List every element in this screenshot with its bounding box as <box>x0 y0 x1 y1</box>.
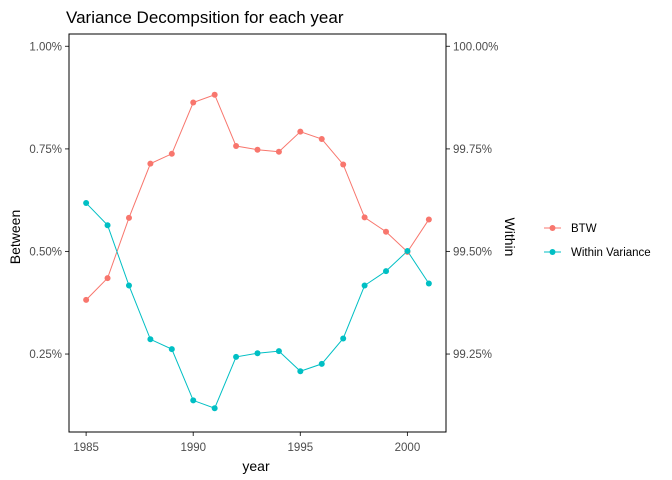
data-point <box>104 222 111 229</box>
data-point <box>275 148 282 155</box>
data-point <box>83 296 90 303</box>
right-y-tick-label: 99.75% <box>453 144 492 156</box>
data-point <box>168 346 175 353</box>
data-point <box>404 248 411 255</box>
data-point <box>254 146 261 153</box>
right-y-tick-label: 100.00% <box>453 41 498 53</box>
plot-panel-border <box>68 33 447 433</box>
x-tick-label: 2000 <box>395 442 421 454</box>
data-point <box>233 143 240 150</box>
right-y-axis-title: Within <box>502 218 518 257</box>
series-points <box>83 91 432 412</box>
legend-key-point <box>549 249 556 255</box>
data-point <box>125 282 132 289</box>
chart-title: Variance Decompsition for each year <box>66 8 344 27</box>
data-point <box>275 348 282 355</box>
x-tick-label: 1995 <box>288 442 314 454</box>
data-point <box>168 150 175 157</box>
data-point <box>318 360 325 367</box>
data-point <box>361 214 368 221</box>
data-point <box>147 160 154 167</box>
left-y-axis: 0.25% 0.50% 0.75% 1.00% <box>29 41 69 361</box>
left-y-tick-label: 1.00% <box>29 41 62 53</box>
series-line-1 <box>85 202 430 409</box>
data-point <box>190 397 197 404</box>
data-point <box>383 268 390 275</box>
data-point <box>340 161 347 168</box>
data-point <box>211 405 218 412</box>
legend: BTW Within Variance <box>544 223 651 259</box>
legend-label: Within Variance <box>571 247 651 259</box>
data-point <box>147 336 154 343</box>
x-tick-label: 1990 <box>180 442 206 454</box>
data-point <box>425 280 432 287</box>
legend-label: BTW <box>571 223 597 235</box>
data-point <box>340 335 347 342</box>
data-point <box>297 368 304 375</box>
data-point <box>125 214 132 221</box>
data-point <box>190 99 197 106</box>
data-point <box>254 350 261 357</box>
right-y-tick-label: 99.50% <box>453 246 492 258</box>
left-y-tick-label: 0.25% <box>29 349 62 361</box>
right-y-tick-label: 99.25% <box>453 349 492 361</box>
data-point <box>211 91 218 98</box>
x-axis-title: year <box>242 458 270 474</box>
data-point <box>383 228 390 235</box>
right-y-axis: 99.25% 99.50% 99.75% 100.00% <box>446 41 498 361</box>
left-y-tick-label: 0.75% <box>29 144 62 156</box>
data-point <box>233 353 240 360</box>
series-lines <box>85 94 430 409</box>
data-point <box>425 216 432 223</box>
x-axis: 1985 1990 1995 2000 <box>73 432 420 454</box>
data-point <box>104 275 111 282</box>
data-point <box>361 282 368 289</box>
left-y-tick-label: 0.50% <box>29 246 62 258</box>
data-point <box>318 136 325 143</box>
data-point <box>83 200 90 207</box>
data-point <box>297 128 304 135</box>
left-y-axis-title: Between <box>7 210 23 264</box>
x-tick-label: 1985 <box>73 442 99 454</box>
series-line-0 <box>85 94 430 301</box>
legend-key-point <box>549 225 556 231</box>
